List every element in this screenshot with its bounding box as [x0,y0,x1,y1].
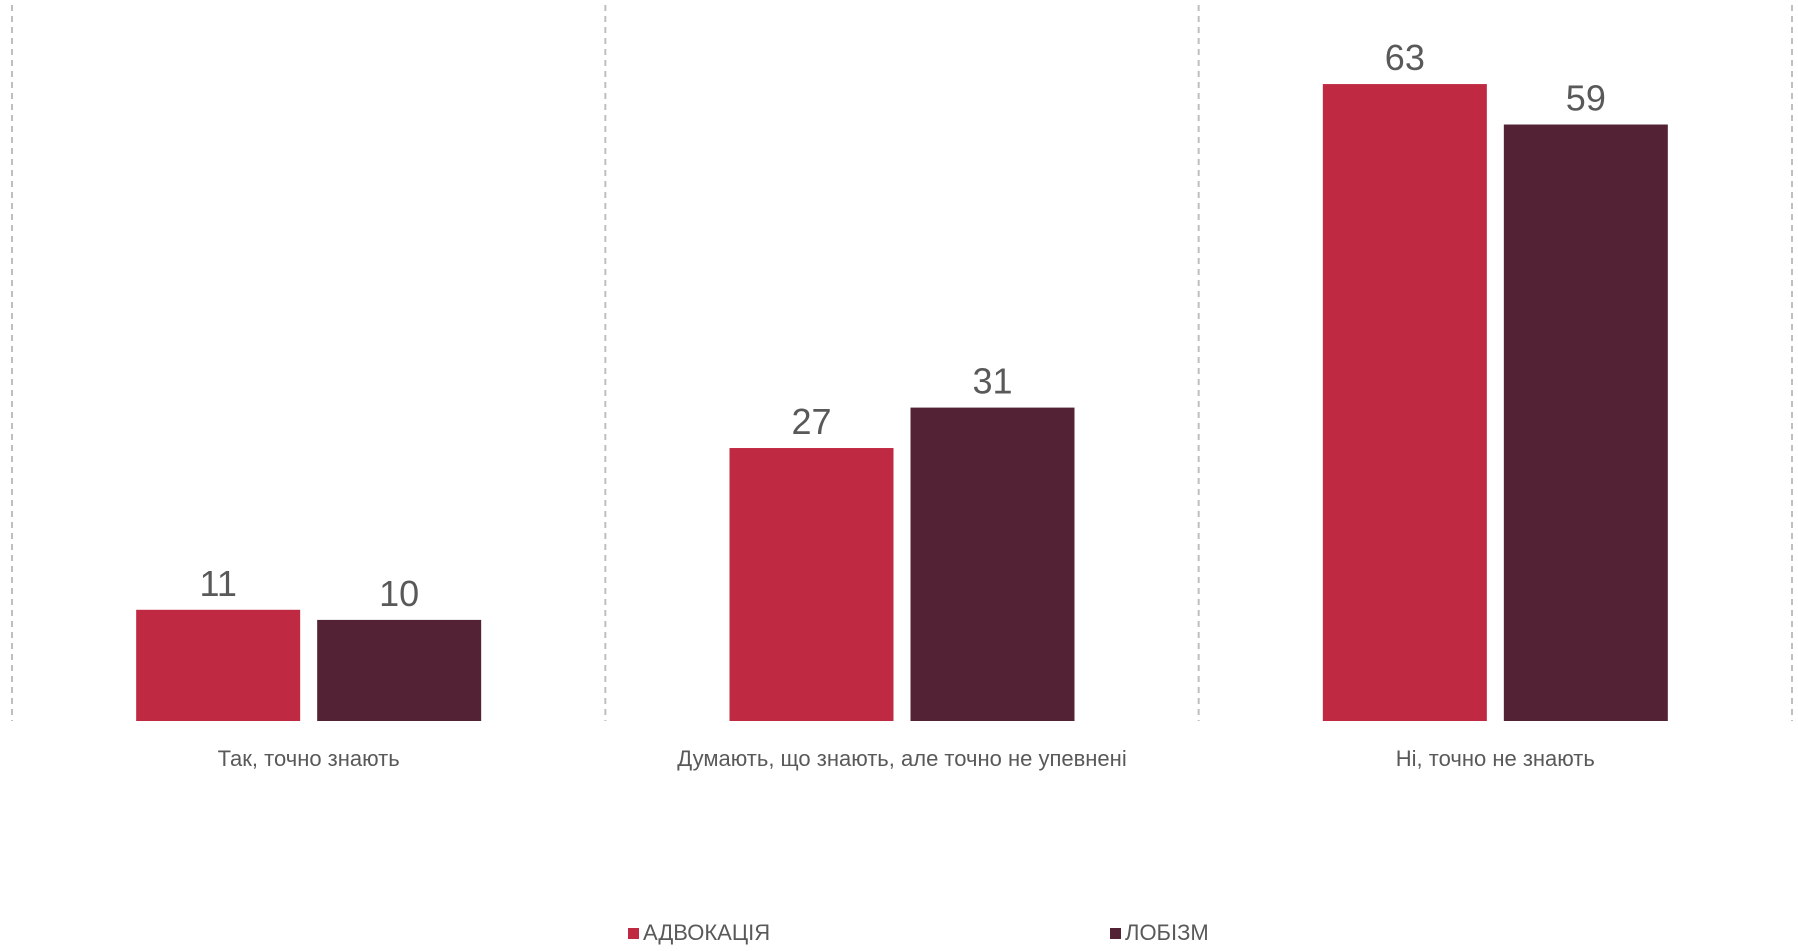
category-label-0: Так, точно знають [218,746,400,771]
bar-1-series-1 [910,407,1075,721]
legend-swatch-series-0 [628,927,639,939]
bar-2-series-0 [1322,84,1487,721]
legend-label-series-0: АДВОКАЦІЯ [643,920,771,945]
data-label-2-series-0: 63 [1385,37,1425,78]
legend-item-series-1: ЛОБІЗМ [1110,920,1209,946]
bar-2-series-1 [1503,124,1668,721]
data-label-2-series-1: 59 [1566,78,1606,119]
data-label-0-series-1: 10 [379,573,419,614]
data-label-0-series-0: 11 [199,563,236,604]
category-label-2: Ні, точно не знають [1396,746,1595,771]
bar-0-series-0 [136,609,301,721]
data-label-1-series-0: 27 [791,401,831,442]
bar-1-series-0 [729,448,894,721]
legend-item-series-0: АДВОКАЦІЯ [628,920,770,946]
legend-label-series-1: ЛОБІЗМ [1125,920,1209,945]
category-label-1: Думають, що знають, але точно не упевнен… [677,746,1126,771]
data-label-1-series-1: 31 [972,361,1012,402]
bar-0-series-1 [317,619,482,721]
legend-swatch-series-1 [1110,927,1121,939]
